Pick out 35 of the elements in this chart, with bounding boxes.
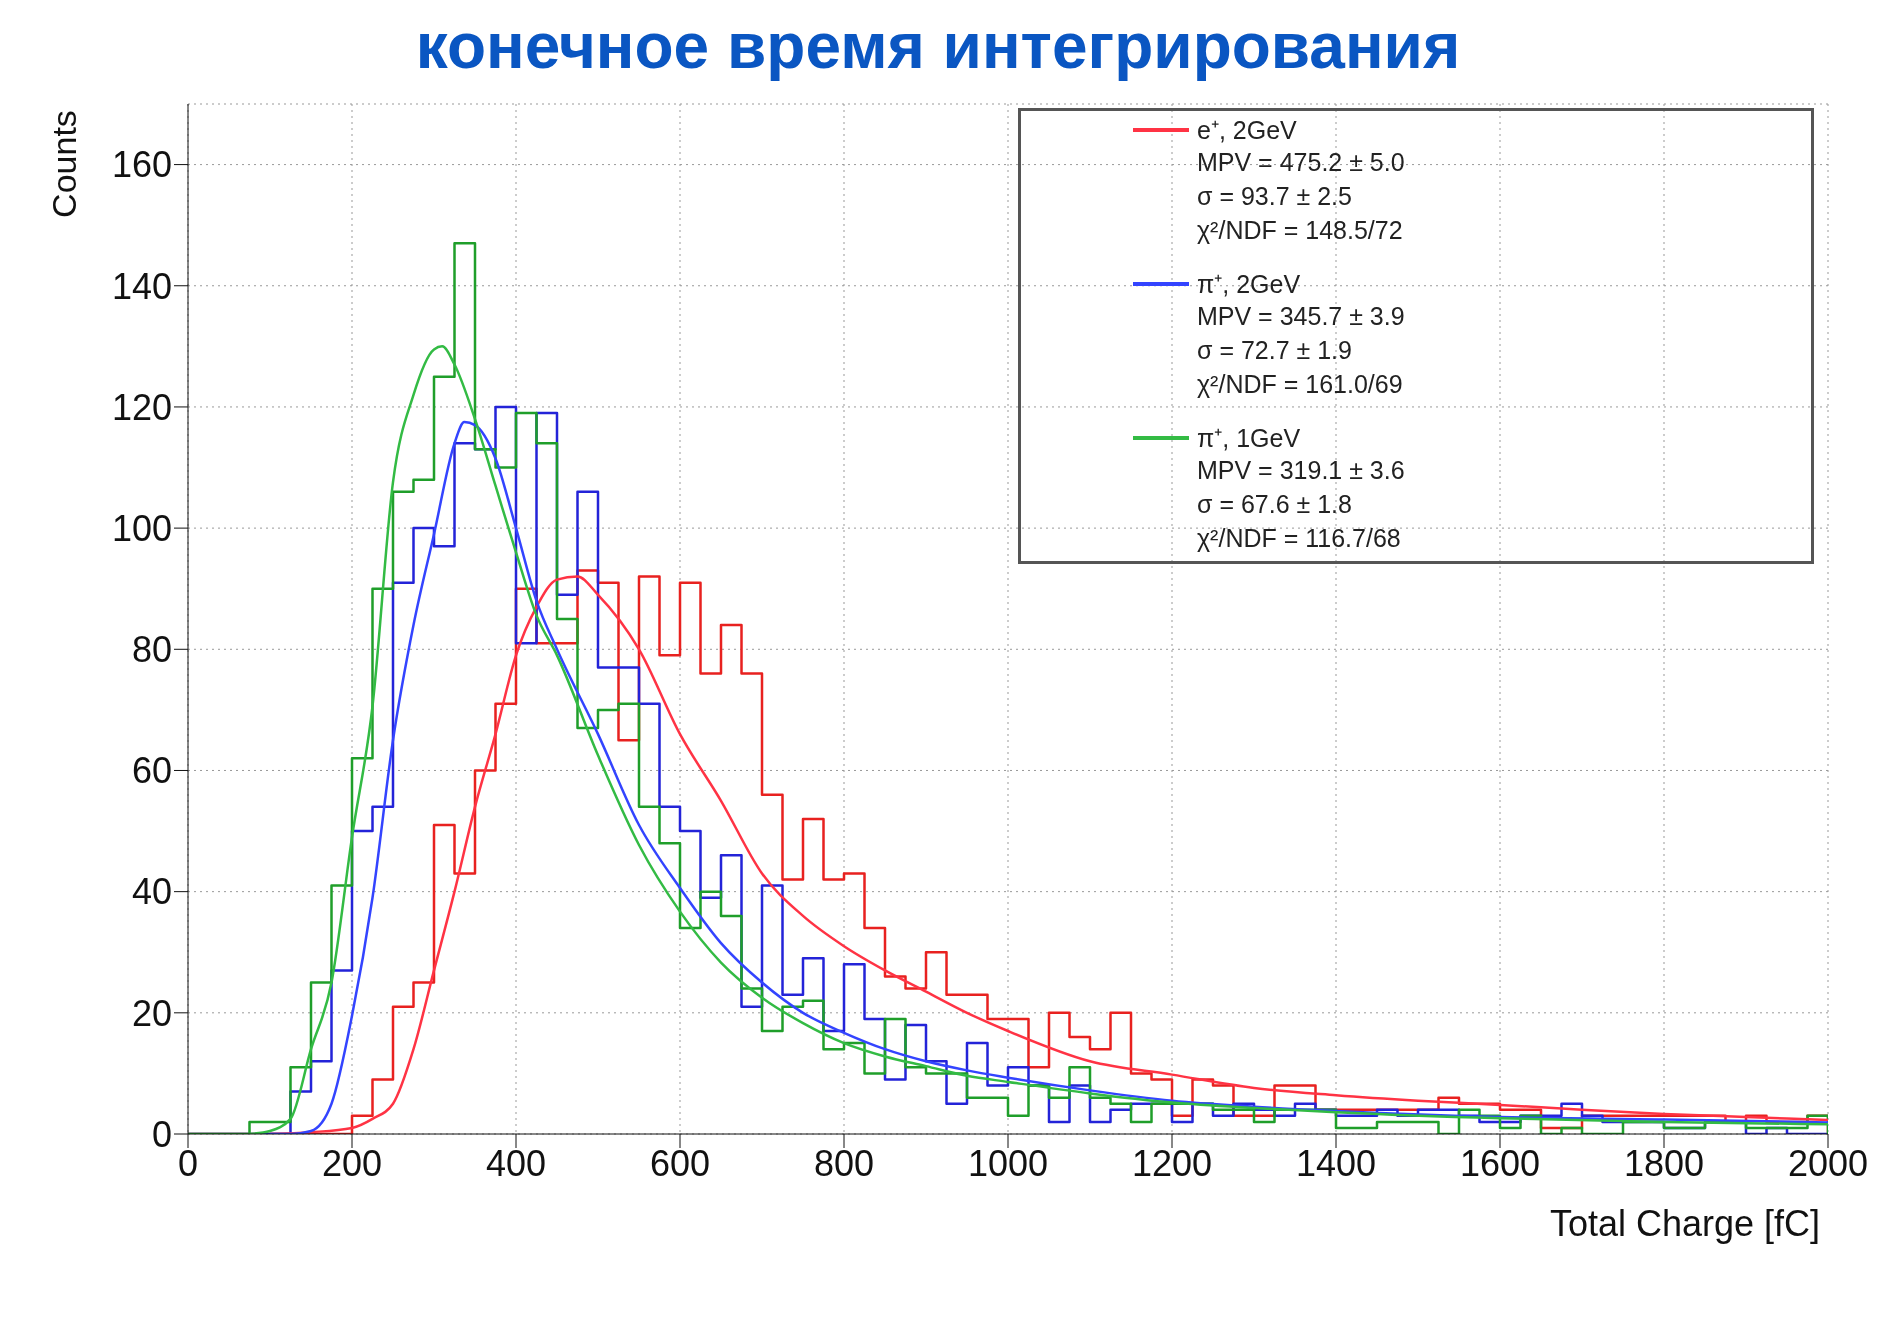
- y-tick-label: 60: [131, 750, 172, 792]
- y-tick-label: 120: [111, 386, 172, 428]
- y-tick-label: 0: [151, 1113, 172, 1155]
- annotation: MPV = 345.7 ± 3.9: [1197, 301, 1405, 332]
- y-tick-label: 140: [111, 265, 172, 307]
- annotation: MPV = 319.1 ± 3.6: [1197, 455, 1405, 486]
- y-tick-label: 40: [131, 871, 172, 913]
- chart-title: конечное время интегрирования: [414, 9, 1462, 84]
- annotation: σ = 93.7 ± 2.5: [1197, 181, 1353, 212]
- x-tick-label: 1800: [1623, 1142, 1705, 1184]
- annotation: χ²/NDF = 161.0/69: [1197, 369, 1404, 400]
- annotation: χ²/NDF = 116.7/68: [1197, 523, 1402, 554]
- x-tick-label: 1600: [1459, 1142, 1541, 1184]
- x-tick-label: 400: [485, 1142, 547, 1184]
- x-tick-label: 2000: [1787, 1142, 1869, 1184]
- y-tick-label: 100: [111, 507, 172, 549]
- x-tick-label: 200: [321, 1142, 383, 1184]
- annotation: MPV = 475.2 ± 5.0: [1197, 147, 1405, 178]
- x-tick-label: 1200: [1131, 1142, 1213, 1184]
- x-axis-title: Total Charge [fC]: [1549, 1203, 1820, 1244]
- x-tick-label: 600: [649, 1142, 711, 1184]
- y-tick-label: 20: [131, 992, 172, 1034]
- x-tick-label: 800: [813, 1142, 875, 1184]
- annotation: σ = 67.6 ± 1.8: [1197, 489, 1353, 520]
- x-tick-label: 1000: [967, 1142, 1049, 1184]
- annotation: χ²/NDF = 148.5/72: [1197, 215, 1404, 246]
- y-axis-title: Counts: [45, 110, 83, 218]
- legend-label: π⁺, 2GeV: [1197, 269, 1302, 299]
- y-tick-label: 160: [111, 144, 172, 186]
- legend-label: e⁺, 2GeV: [1197, 115, 1298, 145]
- x-tick-label: 0: [177, 1142, 199, 1184]
- legend-label: π⁺, 1GeV: [1197, 423, 1302, 453]
- y-tick-label: 80: [131, 629, 172, 671]
- x-tick-label: 1400: [1295, 1142, 1377, 1184]
- annotation: σ = 72.7 ± 1.9: [1197, 335, 1353, 366]
